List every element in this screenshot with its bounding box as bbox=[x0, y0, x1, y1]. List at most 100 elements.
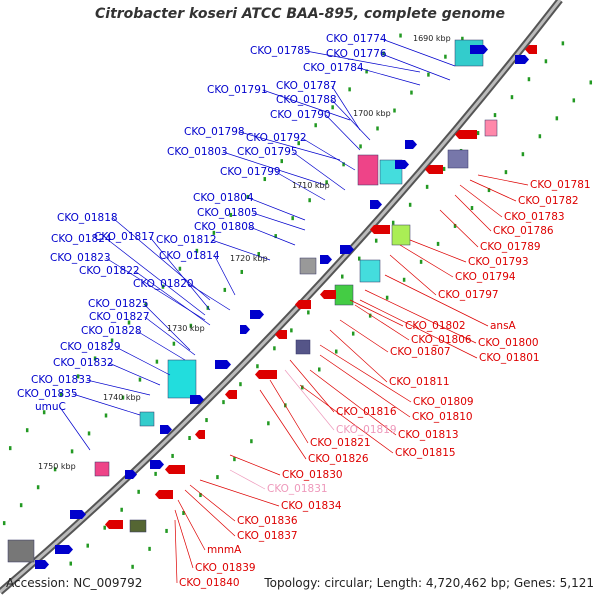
tick-label: 1690 kbp bbox=[413, 34, 451, 43]
gene-label-right: CKO_01830 bbox=[282, 469, 343, 481]
gene-label-right: CKO_01826 bbox=[308, 453, 369, 465]
gene-arrow-forward bbox=[515, 55, 529, 64]
leader-line-left bbox=[248, 197, 306, 221]
leader-line-right bbox=[229, 469, 266, 490]
gene-label-left: CKO_01812 bbox=[156, 234, 217, 246]
gc-dot bbox=[188, 436, 191, 441]
leader-line-left bbox=[381, 38, 456, 67]
gene-label-left: CKO_01795 bbox=[237, 146, 298, 158]
gc-dot bbox=[229, 212, 233, 217]
gene-arrow-reverse bbox=[225, 390, 237, 399]
gc-dot bbox=[76, 374, 80, 379]
leader-line-left bbox=[143, 303, 191, 351]
gene-label-left: CKO_01814 bbox=[159, 250, 220, 262]
leader-line-right bbox=[454, 194, 492, 232]
leader-line-right bbox=[229, 454, 281, 476]
gc-dot bbox=[127, 320, 131, 325]
feature-box bbox=[7, 539, 35, 563]
gene-arrow-forward bbox=[405, 140, 417, 149]
gene-arrow-forward bbox=[370, 200, 382, 209]
leader-line-left bbox=[59, 406, 91, 451]
gene-label-left: CKO_01791 bbox=[207, 84, 268, 96]
gene-arrow-reverse bbox=[320, 290, 336, 299]
gc-dot bbox=[476, 131, 480, 136]
gene-label-right: CKO_01783 bbox=[504, 211, 565, 223]
gene-arrow-reverse bbox=[155, 490, 173, 499]
gc-dot bbox=[87, 431, 91, 436]
gene-label-left: CKO_01792 bbox=[246, 132, 307, 144]
gene-label-right: CKO_01793 bbox=[468, 256, 529, 268]
gc-dot bbox=[341, 274, 344, 279]
gc-dot bbox=[382, 51, 385, 56]
gene-arrow-forward bbox=[340, 245, 354, 254]
gene-label-left: CKO_01776 bbox=[326, 48, 387, 60]
leader-line-left bbox=[108, 362, 161, 386]
gene-arrow-forward bbox=[125, 470, 137, 479]
leader-line-left bbox=[214, 255, 236, 296]
gene-label-right: CKO_01809 bbox=[413, 396, 474, 408]
gc-dot bbox=[199, 493, 202, 498]
gc-dot bbox=[342, 162, 345, 167]
gc-dot bbox=[165, 528, 168, 533]
leader-line-left bbox=[106, 238, 206, 316]
gc-dot bbox=[182, 510, 185, 515]
gc-dot bbox=[172, 341, 176, 346]
gene-arrow-forward bbox=[250, 310, 264, 319]
leader-line-right bbox=[329, 329, 388, 383]
gc-dot bbox=[216, 475, 219, 480]
gene-arrow-reverse bbox=[295, 300, 311, 309]
feature-box bbox=[484, 119, 498, 137]
gene-label-right: CKO_01816 bbox=[336, 406, 397, 418]
gc-dot bbox=[291, 216, 294, 221]
gene-arrow-reverse bbox=[255, 370, 277, 379]
leader-line-left bbox=[305, 50, 421, 73]
gc-dot bbox=[233, 457, 236, 462]
leader-line-left bbox=[239, 131, 341, 161]
leader-line-right bbox=[389, 254, 437, 296]
gc-dot bbox=[427, 72, 430, 77]
gc-dot bbox=[357, 256, 361, 261]
tick-label: 1730 kbp bbox=[167, 324, 205, 333]
gc-dot bbox=[273, 346, 276, 351]
gene-label-left: CKO_01785 bbox=[250, 45, 311, 57]
gc-dot bbox=[393, 108, 396, 113]
gene-label-right: CKO_01831 bbox=[267, 483, 328, 495]
gc-dot bbox=[36, 485, 40, 490]
gene-label-right: CKO_01821 bbox=[310, 437, 371, 449]
leader-line-right bbox=[269, 379, 309, 444]
gc-dot bbox=[205, 418, 208, 423]
gc-dot bbox=[240, 269, 244, 274]
gene-arrow-forward bbox=[150, 460, 164, 469]
summary-text: Topology: circular; Length: 4,720,462 bp… bbox=[264, 576, 594, 590]
leader-line-right bbox=[364, 289, 477, 344]
gene-label-left: CKO_01817 bbox=[94, 231, 155, 243]
gc-dot bbox=[425, 184, 429, 189]
gene-label-left: CKO_01799 bbox=[220, 166, 281, 178]
leader-line-left bbox=[149, 236, 211, 311]
gc-dot bbox=[8, 446, 12, 451]
gc-dot bbox=[589, 80, 593, 85]
leader-line-right bbox=[349, 299, 404, 327]
gc-dot bbox=[110, 338, 114, 343]
gc-dot bbox=[368, 313, 372, 318]
leader-line-right bbox=[284, 369, 335, 431]
gc-dot bbox=[374, 238, 378, 243]
gc-dot bbox=[222, 400, 225, 405]
gc-dot bbox=[493, 113, 497, 118]
gc-dot bbox=[419, 259, 423, 264]
gc-dot bbox=[308, 198, 311, 203]
feature-box bbox=[334, 284, 354, 306]
leader-line-right bbox=[439, 209, 479, 248]
gene-label-left: CKO_01808 bbox=[194, 221, 255, 233]
gc-dot bbox=[297, 141, 300, 146]
gene-label-right: CKO_01840 bbox=[179, 577, 240, 589]
gc-dot bbox=[263, 177, 267, 182]
leader-line-right bbox=[174, 509, 194, 569]
gene-arrow-forward bbox=[395, 160, 409, 169]
gc-dot bbox=[538, 134, 542, 139]
gc-dot bbox=[212, 230, 216, 235]
tick-label: 1740 kbp bbox=[103, 393, 141, 402]
gene-label-left: CKO_01787 bbox=[276, 80, 337, 92]
gc-dot bbox=[189, 323, 193, 328]
tick-label: 1700 kbp bbox=[353, 109, 391, 118]
